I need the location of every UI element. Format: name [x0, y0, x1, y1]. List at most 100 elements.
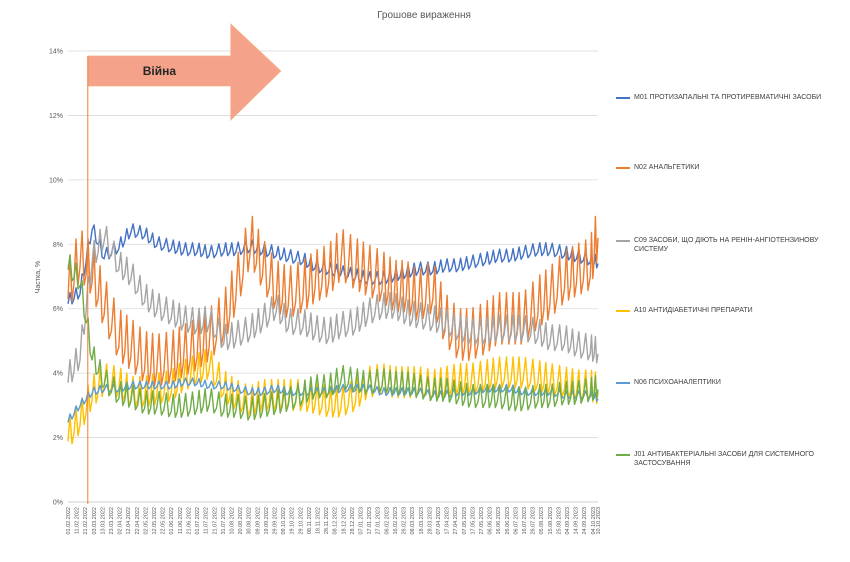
x-tick-label: 14.09.2023 — [574, 507, 580, 535]
y-axis-label: Частка, % — [35, 261, 42, 294]
x-tick-label: 05.08.2023 — [539, 507, 545, 535]
war-annotation: Війна — [87, 23, 282, 504]
y-tick-label: 14% — [49, 49, 63, 56]
legend-label: N02 АНАЛЬГЕТИКИ — [634, 164, 700, 171]
x-tick-label: 08.12.2022 — [333, 507, 339, 535]
x-tick-label: 12.04.2022 — [126, 507, 132, 535]
legend-swatch — [616, 382, 630, 384]
legend-label: N06 ПСИХОАНАЛЕПТИКИ — [634, 379, 721, 386]
x-tick-label: 10.08.2022 — [229, 507, 235, 535]
x-tick-label: 29.10.2022 — [298, 507, 304, 535]
war-arrow-label: Війна — [143, 64, 177, 78]
x-tick-label: 07.05.2023 — [462, 507, 468, 535]
x-tick-label: 06.02.2023 — [384, 507, 390, 535]
x-axis-ticks: 01.02.2022 11.02.2022 21.02.2022 03.03.2022… — [66, 507, 602, 535]
y-tick-label: 8% — [53, 242, 63, 249]
x-tick-label: 17.05.2023 — [470, 507, 476, 535]
x-tick-label: 19.10.2022 — [290, 507, 296, 535]
legend-swatch — [616, 310, 630, 312]
x-tick-label: 21.02.2022 — [83, 507, 89, 535]
x-tick-label: 27.04.2023 — [453, 507, 459, 535]
x-tick-label: 21.06.2022 — [186, 507, 192, 535]
x-tick-label: 27.01.2023 — [376, 507, 382, 535]
y-axis-ticks: 0% 2% 4% 6% 8% 10% 12% 14% — [49, 49, 63, 507]
x-tick-label: 12.05.2022 — [152, 507, 158, 535]
legend-label: M01 ПРОТИЗАПАЛЬНІ ТА ПРОТИРЕВМАТИЧНІ ЗАС… — [634, 94, 822, 101]
series-line-n06 — [67, 377, 599, 423]
x-tick-label: 16.07.2023 — [522, 507, 528, 535]
x-tick-label: 07.04.2023 — [436, 507, 442, 535]
x-tick-label: 28.03.2023 — [427, 507, 433, 535]
chart-title: Грошове вираження — [377, 10, 471, 21]
x-tick-label: 28.11.2022 — [324, 507, 330, 534]
x-tick-label: 18.03.2023 — [419, 507, 425, 535]
x-tick-label: 17.04.2023 — [445, 507, 451, 535]
x-tick-label: 04.09.2023 — [565, 507, 571, 535]
y-tick-label: 0% — [53, 500, 63, 507]
x-tick-label: 15.08.2023 — [548, 507, 554, 535]
x-tick-label: 19.09.2022 — [264, 507, 270, 535]
war-arrow — [87, 23, 282, 121]
x-tick-label: 01.02.2022 — [66, 507, 72, 535]
legend-item: N02 АНАЛЬГЕТИКИ — [616, 163, 846, 172]
legend-item: N06 ПСИХОАНАЛЕПТИКИ — [616, 378, 846, 387]
x-tick-label: 11.07.2022 — [204, 507, 210, 534]
x-tick-label: 17.01.2023 — [367, 507, 373, 535]
series-line-c09 — [67, 225, 599, 383]
x-tick-label: 25.08.2023 — [556, 507, 562, 535]
x-tick-label: 26.06.2023 — [505, 507, 511, 535]
x-tick-label: 08.11.2022 — [307, 507, 313, 534]
x-tick-label: 18.12.2022 — [341, 507, 347, 535]
x-tick-label: 26.02.2023 — [402, 507, 408, 535]
x-tick-label: 01.07.2022 — [195, 507, 201, 535]
x-tick-label: 20.08.2022 — [238, 507, 244, 535]
y-tick-label: 4% — [53, 371, 63, 378]
x-tick-label: 01.06.2022 — [169, 507, 175, 535]
series-line-n02 — [67, 215, 599, 387]
x-tick-label: 22.04.2022 — [135, 507, 141, 535]
x-tick-label: 29.09.2022 — [272, 507, 278, 535]
series-line-a10 — [67, 348, 599, 445]
legend-label: A10 АНТИДІАБЕТИЧНІ ПРЕПАРАТИ — [634, 307, 753, 314]
y-tick-label: 6% — [53, 306, 63, 313]
legend-item: A10 АНТИДІАБЕТИЧНІ ПРЕПАРАТИ — [616, 306, 846, 315]
x-tick-label: 04.10.2023 — [591, 507, 597, 535]
x-tick-label: 23.03.2022 — [109, 507, 115, 535]
x-tick-label: 02.04.2022 — [118, 507, 124, 535]
x-tick-label: 03.03.2022 — [92, 507, 98, 535]
legend-swatch — [616, 240, 630, 242]
x-tick-label: 10.10.2023 — [596, 507, 602, 535]
x-tick-label: 09.10.2022 — [281, 507, 287, 535]
y-tick-label: 12% — [49, 113, 63, 120]
x-tick-label: 09.09.2022 — [255, 507, 261, 535]
x-tick-label: 16.06.2023 — [496, 507, 502, 535]
x-tick-label: 21.07.2022 — [212, 507, 218, 535]
x-tick-label: 26.07.2023 — [531, 507, 537, 535]
x-tick-label: 06.06.2023 — [488, 507, 494, 535]
x-tick-label: 06.07.2023 — [513, 507, 519, 535]
legend-label: C09 ЗАСОБИ, ЩО ДІЮТЬ НА РЕНІН-АНГІОТЕНЗИ… — [634, 237, 819, 253]
x-tick-label: 08.03.2023 — [410, 507, 416, 535]
series-line-j01 — [67, 254, 599, 421]
legend-swatch — [616, 167, 630, 169]
x-tick-label: 30.08.2022 — [247, 507, 253, 535]
legend-item: C09 ЗАСОБИ, ЩО ДІЮТЬ НА РЕНІН-АНГІОТЕНЗИ… — [616, 236, 846, 254]
x-tick-label: 18.11.2022 — [316, 507, 322, 534]
x-tick-label: 11.02.2022 — [75, 507, 81, 534]
x-tick-label: 28.12.2022 — [350, 507, 356, 535]
x-tick-label: 02.05.2022 — [143, 507, 149, 535]
x-tick-label: 27.05.2023 — [479, 507, 485, 535]
legend-item: M01 ПРОТИЗАПАЛЬНІ ТА ПРОТИРЕВМАТИЧНІ ЗАС… — [616, 93, 846, 102]
y-tick-label: 10% — [49, 177, 63, 184]
legend-swatch — [616, 454, 630, 456]
x-tick-label: 13.03.2022 — [100, 507, 106, 535]
x-tick-label: 07.01.2023 — [359, 507, 365, 535]
legend-swatch — [616, 97, 630, 99]
y-tick-label: 2% — [53, 435, 63, 442]
x-tick-label: 31.07.2022 — [221, 507, 227, 535]
x-tick-label: 11.06.2022 — [178, 507, 184, 534]
legend-item: J01 АНТИБАКТЕРІАЛЬНІ ЗАСОБИ ДЛЯ СИСТЕМНО… — [616, 450, 846, 468]
x-tick-label: 24.09.2023 — [582, 507, 588, 535]
legend-label: J01 АНТИБАКТЕРІАЛЬНІ ЗАСОБИ ДЛЯ СИСТЕМНО… — [634, 451, 814, 467]
